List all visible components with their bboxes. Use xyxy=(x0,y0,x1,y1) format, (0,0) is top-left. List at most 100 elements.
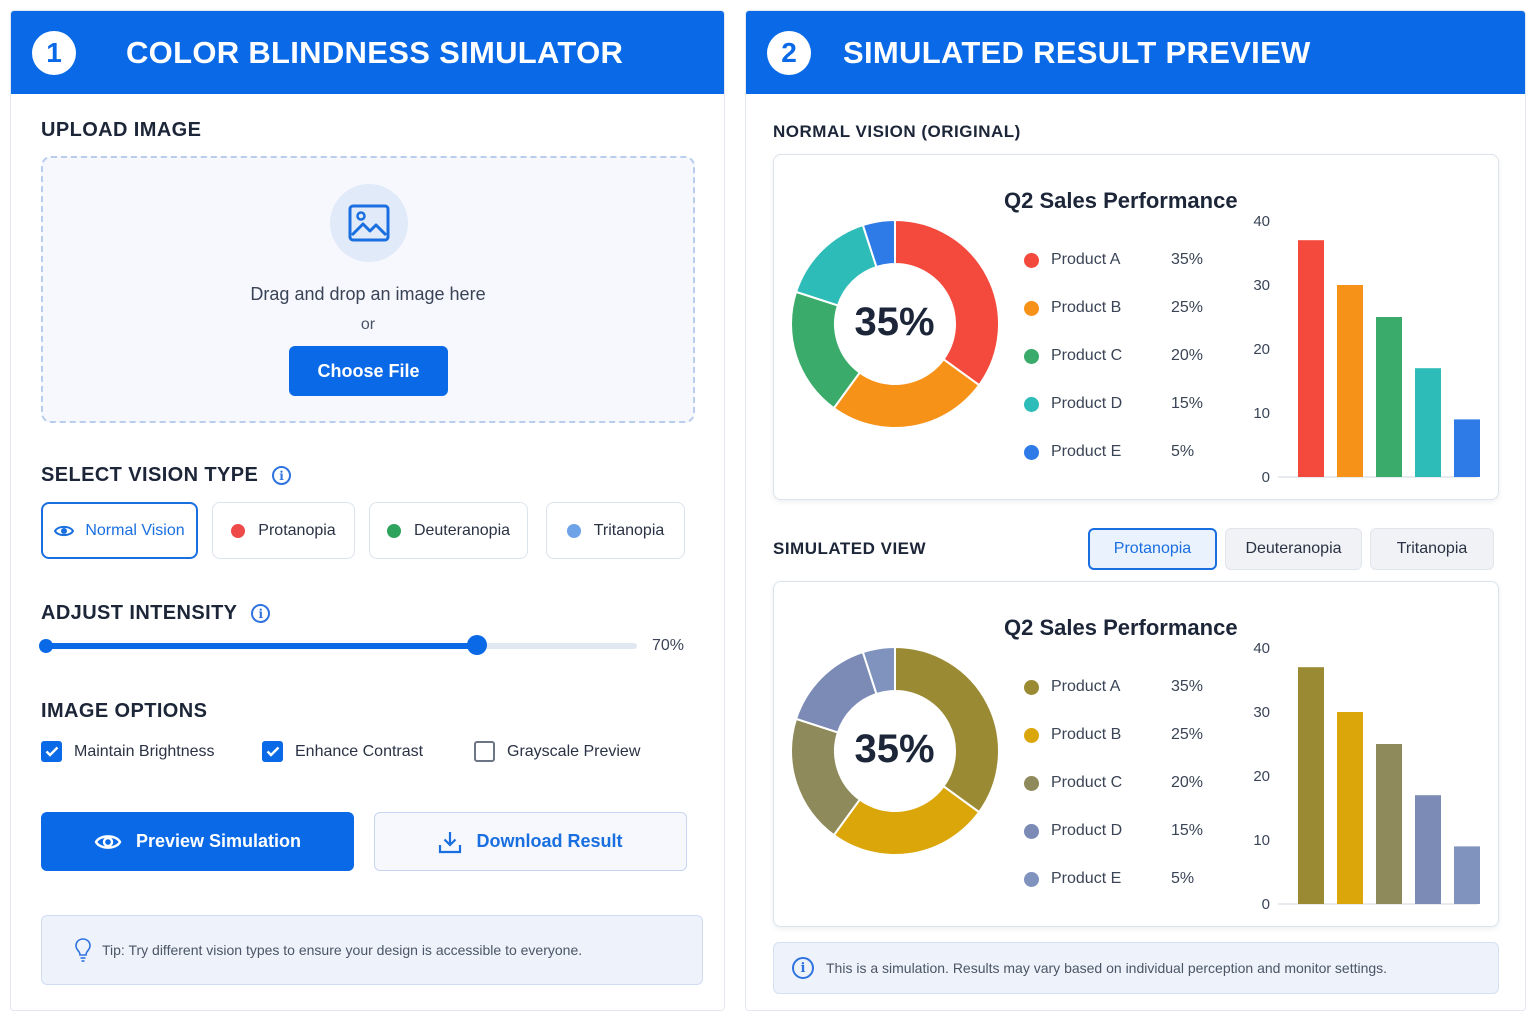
download-icon xyxy=(439,831,462,853)
y-tick-label: 20 xyxy=(1253,341,1270,358)
legend-color-dot xyxy=(1024,727,1039,743)
simulated-title: SIMULATED VIEW xyxy=(773,539,927,558)
choose-file-button[interactable]: Choose File xyxy=(289,346,448,396)
bar-product-e xyxy=(1454,419,1480,477)
slider-thumb[interactable] xyxy=(467,635,487,655)
option-label: Maintain Brightness xyxy=(74,742,215,760)
lightbulb-icon xyxy=(75,938,91,962)
legend-color-dot xyxy=(1024,252,1039,268)
donut-slice-product-d xyxy=(794,223,878,307)
panel-title: SIMULATED RESULT PREVIEW xyxy=(843,34,1311,70)
y-tick-label: 10 xyxy=(1253,832,1270,849)
option-grayscale-preview[interactable]: Grayscale Preview xyxy=(474,741,640,762)
legend-name: Product D xyxy=(1051,822,1123,839)
legend-item: Product B 25% xyxy=(1024,299,1221,317)
color-dot xyxy=(566,523,581,538)
tip-text: Tip: Try different vision types to ensur… xyxy=(102,942,583,958)
donut-slice-product-e xyxy=(861,645,896,696)
y-tick-label: 40 xyxy=(1253,213,1270,230)
sim-tab-deuteranopia[interactable]: Deuteranopia xyxy=(1225,528,1362,570)
bar-chart: 0 10 20 30 40 xyxy=(1253,640,1480,912)
y-tick-label: 40 xyxy=(1253,640,1270,657)
donut-center-label: 35% xyxy=(854,300,935,344)
legend-value: 20% xyxy=(1171,347,1204,364)
bar-product-a xyxy=(1298,240,1324,477)
y-tick-label: 0 xyxy=(1262,469,1270,485)
donut-chart xyxy=(790,218,1000,429)
download-result-button[interactable]: Download Result xyxy=(374,812,687,871)
sim-tab-tritanopia[interactable]: Tritanopia xyxy=(1370,528,1494,570)
option-maintain-brightness[interactable]: Maintain Brightness xyxy=(41,741,215,762)
donut-center-label: 35% xyxy=(854,727,935,771)
slider-fill xyxy=(41,643,477,649)
panel-header: 1 COLOR BLINDNESS SIMULATOR xyxy=(11,11,724,94)
simulator-panel: 1 COLOR BLINDNESS SIMULATOR UPLOAD IMAGE… xyxy=(10,10,725,1011)
legend-value: 5% xyxy=(1171,870,1195,887)
bar-product-d xyxy=(1415,795,1441,904)
intensity-slider[interactable] xyxy=(39,635,637,655)
upload-section-title: UPLOAD IMAGE xyxy=(41,119,202,141)
legend-name: Product A xyxy=(1051,678,1121,695)
option-enhance-contrast[interactable]: Enhance Contrast xyxy=(262,741,423,762)
legend-item: Product C 20% xyxy=(1024,774,1221,792)
vision-option-label: Tritanopia xyxy=(593,521,665,539)
donut-slice-product-e xyxy=(861,218,896,269)
donut-slice-product-b xyxy=(832,784,981,856)
vision-option-tritanopia[interactable]: Tritanopia xyxy=(546,502,685,559)
legend-value: 35% xyxy=(1171,251,1204,268)
y-tick-label: 20 xyxy=(1253,768,1270,785)
note-text: This is a simulation. Results may vary b… xyxy=(826,960,1388,976)
checkbox-unchecked[interactable] xyxy=(474,741,495,762)
legend-color-dot xyxy=(1024,823,1039,839)
sim-tab-protanopia[interactable]: Protanopia xyxy=(1088,528,1217,570)
step-badge: 1 xyxy=(32,30,76,75)
checkbox-checked[interactable] xyxy=(41,741,62,762)
legend-value: 5% xyxy=(1171,443,1195,460)
legend-item: Product C 20% xyxy=(1024,347,1221,365)
legend-color-dot xyxy=(1024,348,1039,364)
legend-item: Product D 15% xyxy=(1024,822,1221,840)
preview-simulation-button[interactable]: Preview Simulation xyxy=(41,812,354,871)
legend-color-dot xyxy=(1024,775,1039,791)
legend-name: Product D xyxy=(1051,395,1123,412)
legend-value: 20% xyxy=(1171,774,1204,791)
legend-color-dot xyxy=(1024,300,1039,316)
legend-name: Product B xyxy=(1051,726,1122,743)
legend-name: Product C xyxy=(1051,774,1123,791)
chart-title: Q2 Sales Performance xyxy=(1004,615,1238,640)
legend-item: Product A 35% xyxy=(1024,251,1221,269)
vision-option-normal[interactable]: Normal Vision xyxy=(41,502,198,559)
legend-value: 15% xyxy=(1171,395,1204,412)
color-dot xyxy=(231,523,246,538)
legend-item: Product A 35% xyxy=(1024,678,1221,696)
legend-item: Product E 5% xyxy=(1024,443,1221,461)
vision-option-protanopia[interactable]: Protanopia xyxy=(212,502,355,559)
donut-chart xyxy=(790,645,1000,856)
tip-box: Tip: Try different vision types to ensur… xyxy=(41,915,703,985)
info-icon[interactable]: i xyxy=(272,466,292,485)
info-icon[interactable]: i xyxy=(251,604,271,623)
legend-color-dot xyxy=(1024,444,1039,460)
vision-section-label: SELECT VISION TYPE xyxy=(41,464,259,486)
legend-color-dot xyxy=(1024,679,1039,695)
image-dropzone[interactable]: Drag and drop an image here or Choose Fi… xyxy=(41,156,695,423)
eye-icon xyxy=(54,525,75,536)
bar-chart: 0 10 20 30 40 xyxy=(1253,213,1480,485)
legend-item: Product E 5% xyxy=(1024,870,1221,888)
bar-product-e xyxy=(1454,846,1480,904)
vision-option-deuteranopia[interactable]: Deuteranopia xyxy=(369,502,528,559)
checkbox-checked[interactable] xyxy=(262,741,283,762)
donut-slice-product-d xyxy=(794,650,878,734)
intensity-section-label: ADJUST INTENSITY xyxy=(41,602,238,624)
bar-product-b xyxy=(1337,712,1363,904)
legend-color-dot xyxy=(1024,396,1039,412)
eye-icon xyxy=(94,834,122,849)
donut-slice-product-b xyxy=(832,357,981,429)
simulated-chart-card: 35% Q2 Sales Performance Product A 35% Pro… xyxy=(773,581,1499,927)
legend-value: 25% xyxy=(1171,726,1204,743)
legend-name: Product A xyxy=(1051,251,1121,268)
option-label: Grayscale Preview xyxy=(507,742,641,760)
legend-color-dot xyxy=(1024,871,1039,887)
vision-option-label: Normal Vision xyxy=(85,521,185,539)
intensity-value: 70% xyxy=(652,637,685,654)
